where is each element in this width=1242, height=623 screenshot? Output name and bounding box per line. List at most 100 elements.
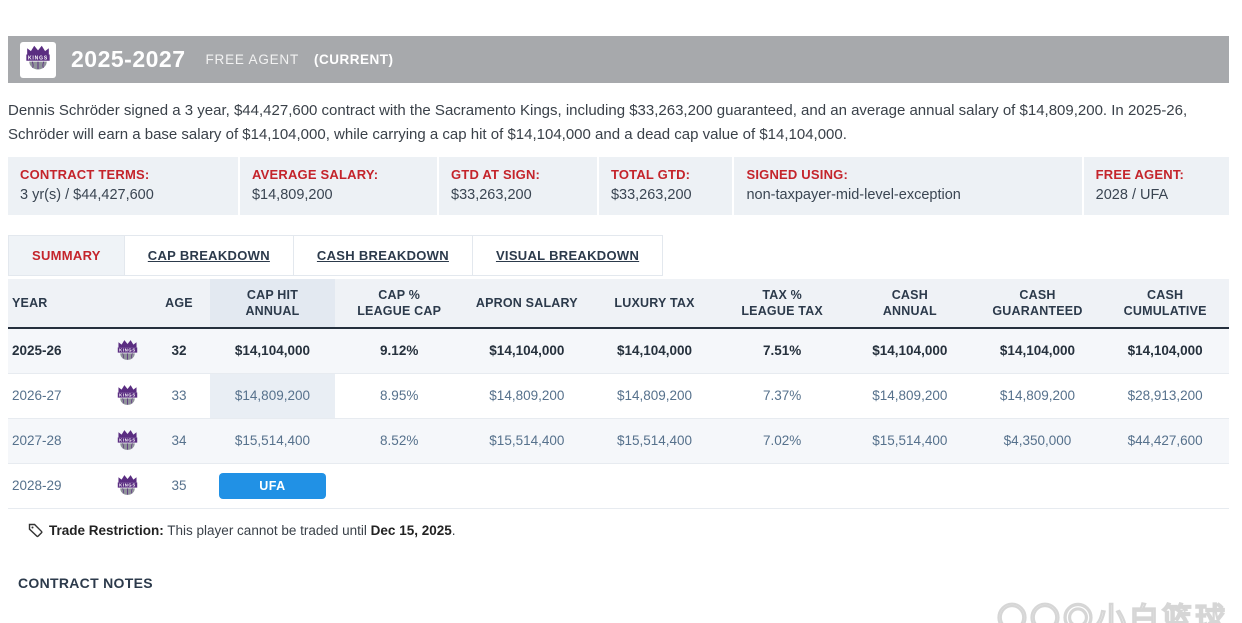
salary-row-2028-29: 2028-29 KINGS 35 UFA bbox=[8, 463, 1229, 509]
column-header-cap-hit-annual: CAP HIT ANNUAL bbox=[209, 279, 336, 329]
cell-year: 2026-27 bbox=[8, 373, 106, 419]
column-header-cash-annual: CASH ANNUAL bbox=[845, 279, 974, 329]
contract-term-value: 2028 / UFA bbox=[1095, 187, 1169, 203]
contract-term-label: TOTAL GTD: bbox=[610, 167, 691, 182]
cell-value: $14,809,200 bbox=[463, 373, 591, 419]
contract-era-header: KINGS 2025-2027 FREE AGENT (CURRENT) bbox=[8, 36, 1229, 83]
column-header-age: AGE bbox=[148, 279, 210, 329]
sacramento-kings-logo: KINGS bbox=[117, 384, 137, 405]
cell-value: $14,104,000 bbox=[590, 328, 719, 374]
cell-age: 35 bbox=[148, 463, 210, 509]
era-current-label: (CURRENT) bbox=[314, 52, 394, 67]
cell-age: 32 bbox=[148, 328, 210, 374]
contract-term-cell: SIGNED USING: non-taxpayer-mid-level-exce… bbox=[734, 157, 1084, 215]
contract-term-label: GTD AT SIGN: bbox=[451, 167, 541, 182]
tab-cash-breakdown[interactable]: CASH BREAKDOWN bbox=[293, 235, 473, 276]
era-status-label: FREE AGENT bbox=[205, 52, 300, 67]
salary-table: YEAR AGE CAP HIT ANNUAL CAP % LEAGUE CAP APRON… bbox=[8, 279, 1229, 509]
cell-value: $15,514,400 bbox=[590, 418, 719, 464]
contract-notes-heading: CONTRACT NOTES bbox=[18, 574, 153, 591]
column-header-year: YEAR bbox=[8, 279, 106, 329]
contract-term-cell: CONTRACT TERMS: 3 yr(s) / $44,427,600 bbox=[8, 157, 240, 215]
cell-age: 33 bbox=[148, 373, 210, 419]
cell-cap-hit: $14,104,000 bbox=[209, 328, 336, 374]
cell-value: $14,809,200 bbox=[973, 373, 1102, 419]
cell-value bbox=[1101, 463, 1229, 509]
salary-row-2025-26: 2025-26 KINGS 32 $14,104,000 9.12% $14,104,… bbox=[8, 328, 1229, 374]
cell-value: 9.12% bbox=[335, 328, 464, 374]
svg-text:KINGS: KINGS bbox=[119, 437, 136, 442]
team-logo-box: KINGS bbox=[20, 41, 56, 78]
cell-value: $14,104,000 bbox=[1101, 328, 1229, 374]
column-header-tax--league-tax: TAX % LEAGUE TAX bbox=[718, 279, 846, 329]
cell-value: $4,350,000 bbox=[973, 418, 1102, 464]
trade-restriction-icon bbox=[28, 523, 43, 537]
cell-value bbox=[718, 463, 846, 509]
cell-value: $15,514,400 bbox=[463, 418, 591, 464]
sacramento-kings-logo: KINGS bbox=[117, 339, 137, 360]
salary-row-2027-28: 2027-28 KINGS 34 $15,514,400 8.52% $15,514,… bbox=[8, 418, 1229, 464]
era-title: 2025-2027 bbox=[71, 46, 186, 72]
sacramento-kings-logo: KINGS bbox=[117, 474, 137, 495]
cell-value: 7.51% bbox=[718, 328, 846, 374]
cell-value bbox=[845, 463, 974, 509]
column-header-apron-salary: APRON SALARY bbox=[463, 279, 591, 329]
contract-terms-strip: CONTRACT TERMS: 3 yr(s) / $44,427,600 AVER… bbox=[8, 157, 1229, 215]
cell-value: 8.95% bbox=[335, 373, 464, 419]
cell-value: $15,514,400 bbox=[845, 418, 974, 464]
cell-value: $14,104,000 bbox=[463, 328, 591, 374]
tab-label: CASH BREAKDOWN bbox=[316, 248, 449, 263]
breakdown-tabs: SUMMARY CAP BREAKDOWN CASH BREAKDOWN VISUAL… bbox=[8, 235, 664, 276]
cell-team-logo: KINGS bbox=[105, 328, 149, 374]
column-header-luxury-tax: LUXURY TAX bbox=[590, 279, 719, 329]
salary-table-header: YEAR AGE CAP HIT ANNUAL CAP % LEAGUE CAP APRON… bbox=[8, 279, 1229, 329]
tab-label: SUMMARY bbox=[32, 248, 101, 263]
cell-team-logo: KINGS bbox=[105, 418, 149, 464]
trade-restriction-note: Trade Restriction: This player cannot be… bbox=[8, 523, 1229, 538]
column-header-cash-cumulative: CASH CUMULATIVE bbox=[1101, 279, 1229, 329]
tab-summary[interactable]: SUMMARY bbox=[8, 235, 125, 276]
cell-value: $44,427,600 bbox=[1101, 418, 1229, 464]
salary-row-2026-27: 2026-27 KINGS 33 $14,809,200 8.95% $14,809,… bbox=[8, 373, 1229, 419]
column-header-cap--league-cap: CAP % LEAGUE CAP bbox=[335, 279, 464, 329]
cell-cap-hit: $15,514,400 bbox=[209, 418, 336, 464]
svg-text:KINGS: KINGS bbox=[119, 347, 136, 352]
column-header-cash-guaranteed: CASH GUARANTEED bbox=[973, 279, 1102, 329]
contract-term-value: $33,263,200 bbox=[610, 187, 692, 203]
contract-term-label: FREE AGENT: bbox=[1095, 167, 1185, 182]
cell-team-logo: KINGS bbox=[105, 463, 149, 509]
cell-value: 8.52% bbox=[335, 418, 464, 464]
cell-value: $14,809,200 bbox=[590, 373, 719, 419]
cell-value bbox=[463, 463, 591, 509]
contract-term-value: $14,809,200 bbox=[251, 187, 333, 203]
ufa-badge[interactable]: UFA bbox=[219, 472, 326, 499]
cell-year: 2025-26 bbox=[8, 328, 106, 374]
contract-term-value: 3 yr(s) / $44,427,600 bbox=[20, 187, 154, 203]
contract-term-cell: GTD AT SIGN: $33,263,200 bbox=[439, 157, 599, 215]
contract-term-cell: FREE AGENT: 2028 / UFA bbox=[1084, 157, 1229, 215]
tab-cap-breakdown[interactable]: CAP BREAKDOWN bbox=[124, 235, 294, 276]
watermark: 〇〇◎小白篮球 bbox=[996, 602, 1228, 623]
svg-text:KINGS: KINGS bbox=[119, 392, 136, 397]
contract-term-cell: TOTAL GTD: $33,263,200 bbox=[599, 157, 735, 215]
cell-team-logo: KINGS bbox=[105, 373, 149, 419]
svg-text:KINGS: KINGS bbox=[28, 56, 48, 62]
cell-value: $28,913,200 bbox=[1101, 373, 1229, 419]
contract-term-cell: AVERAGE SALARY: $14,809,200 bbox=[240, 157, 439, 215]
tab-label: VISUAL BREAKDOWN bbox=[495, 248, 640, 263]
sacramento-kings-logo: KINGS bbox=[117, 429, 137, 450]
cell-value: $14,104,000 bbox=[845, 328, 974, 374]
svg-text:KINGS: KINGS bbox=[119, 482, 136, 487]
tab-visual-breakdown[interactable]: VISUAL BREAKDOWN bbox=[472, 235, 664, 276]
contract-term-label: CONTRACT TERMS: bbox=[20, 167, 150, 182]
cell-year: 2027-28 bbox=[8, 418, 106, 464]
cell-year: 2028-29 bbox=[8, 463, 106, 509]
cell-cap-hit: $14,809,200 bbox=[209, 373, 336, 419]
contract-term-label: SIGNED USING: bbox=[746, 167, 849, 182]
contract-term-value: non-taxpayer-mid-level-exception bbox=[746, 187, 961, 203]
sacramento-kings-logo: KINGS bbox=[26, 45, 50, 70]
column-header-team bbox=[105, 279, 149, 329]
cell-value: $14,809,200 bbox=[845, 373, 974, 419]
cell-value bbox=[973, 463, 1102, 509]
